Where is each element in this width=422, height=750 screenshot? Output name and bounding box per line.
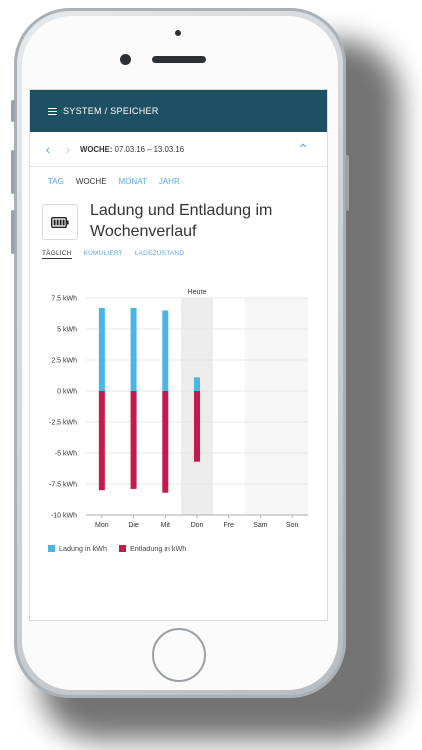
app-screen: SYSTEM / SPEICHER ‹ › WOCHE: 07.03.16 – … [30,90,327,620]
weekend-column-bg [244,298,277,515]
chevron-up-icon[interactable]: ⌃ [297,141,309,157]
y-tick-label: -7.5 kWh [49,482,77,489]
hamburger-icon[interactable] [48,107,57,115]
earpiece-speaker [152,56,206,63]
proximity-sensor [175,30,181,36]
legend-item-ladung: Ladung in kWh [48,544,107,553]
bar-ladung [130,307,137,391]
x-tick-label: Mon [95,522,109,529]
chevron-left-icon[interactable]: ‹ [45,141,51,157]
charge-discharge-chart: 7.5 kWh 5 kWh 2.5 kWh 0 kWh -2.5 kWh -5 kWh -7… [49,289,308,529]
section-title-line2: Wochenverlauf [90,223,197,240]
bar-ladung [162,310,169,391]
section-header: Ladung und Entladung im Wochenverlauf [42,200,327,242]
x-tick-label: Son [286,522,299,529]
legend-item-entladung: Entladung in kWh [118,544,187,553]
x-tick-label: Mit [161,522,170,529]
subtab-taeglich[interactable]: TÄGLICH [42,250,72,259]
section-title: Ladung und Entladung im Wochenverlauf [90,200,272,242]
subtab-ladezustand[interactable]: LADEZUSTAND [134,250,185,257]
legend-label-ladung: Ladung in kWh [59,544,107,553]
front-camera-icon [120,54,131,65]
bar-entladung [194,391,200,462]
bar-entladung [162,391,169,493]
view-subtabs: TÄGLICH KUMULIERT LADEZUSTAND [42,250,327,259]
x-tick-label: Sam [253,522,268,529]
x-tick-label: Die [128,522,139,529]
battery-icon [42,204,78,240]
y-tick-label: 7.5 kWh [51,296,77,303]
legend-swatch-ladung [48,545,55,552]
volume-down-button [11,210,15,254]
y-tick-label: 0 kWh [57,389,77,396]
tab-monat[interactable]: MONAT [118,177,147,186]
x-tick-label: Fre [223,522,234,529]
y-tick-label: -5 kWh [55,451,77,458]
y-tick-label: 5 kWh [57,327,77,334]
mute-switch [11,100,15,122]
home-button[interactable] [152,628,206,682]
tab-jahr[interactable]: JAHR [158,177,180,186]
app-header: SYSTEM / SPEICHER [30,90,327,132]
bar-ladung [98,307,105,391]
bar-entladung [98,391,105,491]
period-tabs: TAG WOCHE MONAT JAHR [30,177,327,186]
today-annotation: Heute [188,289,207,296]
week-selector: ‹ › WOCHE: 07.03.16 – 13.03.16 ⌃ [30,132,327,167]
y-tick-label: 2.5 kWh [51,358,77,365]
volume-up-button [11,150,15,194]
y-tick-label: -10 kWh [51,513,77,520]
bar-entladung [130,391,137,489]
chevron-right-icon[interactable]: › [65,141,71,157]
section-title-line1: Ladung und Entladung im [90,202,273,219]
header-title: SYSTEM / SPEICHER [63,106,159,116]
legend-swatch-entladung [118,545,126,552]
week-dates: 07.03.16 – 13.03.16 [114,144,185,154]
week-range: WOCHE: 07.03.16 – 13.03.16 [80,145,184,154]
bar-ladung [194,377,200,391]
chart-legend: Ladung in kWh Entladung in kWh [48,544,186,553]
power-button [345,155,349,211]
x-tick-label: Don [191,522,204,529]
y-tick-label: -2.5 kWh [49,420,77,427]
week-label: WOCHE: [80,144,113,154]
weekend-column-bg [276,298,308,515]
tab-tag[interactable]: TAG [48,177,64,186]
subtab-kumuliert[interactable]: KUMULIERT [83,250,123,257]
legend-label-entladung: Entladung in kWh [129,544,187,553]
tab-woche[interactable]: WOCHE [75,177,107,186]
